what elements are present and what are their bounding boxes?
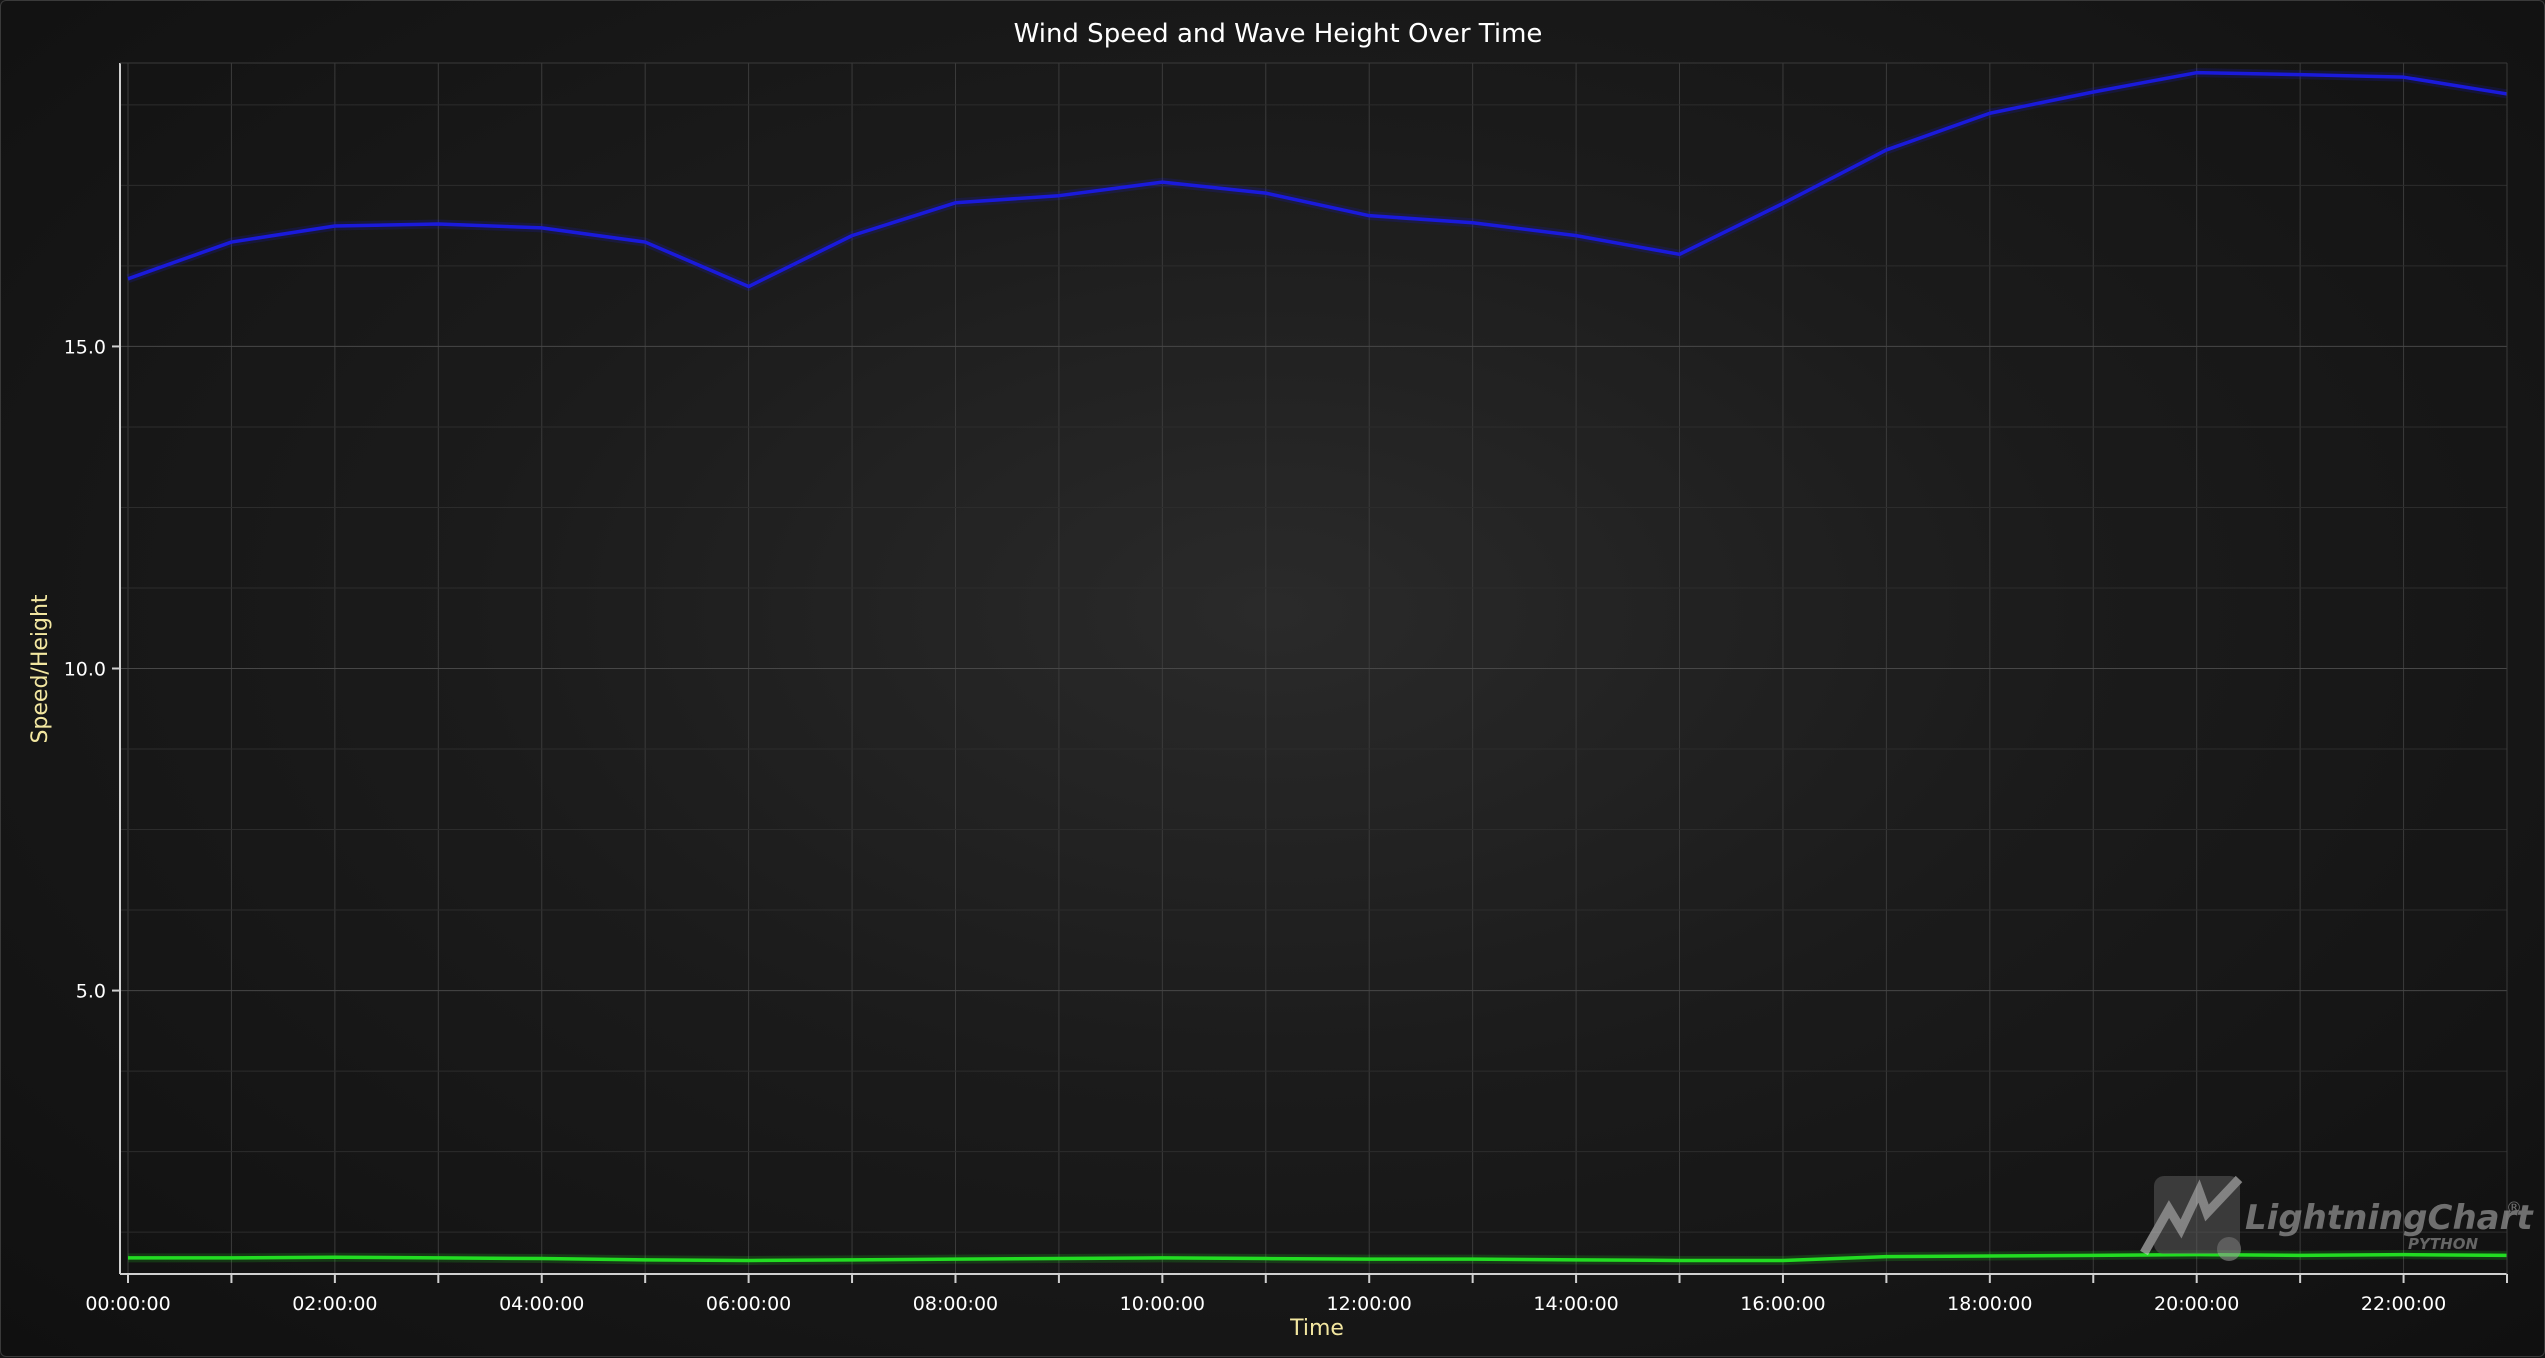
x-tick-label: 08:00:00	[913, 1293, 998, 1315]
series-line-1	[128, 1252, 2508, 1263]
logo-sub: PYTHON	[2408, 1235, 2478, 1253]
python-dot-icon	[2217, 1237, 2241, 1261]
x-tick-label: 02:00:00	[292, 1293, 377, 1315]
chart-title: Wind Speed and Wave Height Over Time	[1014, 19, 1543, 49]
x-tick-label: 20:00:00	[2154, 1293, 2239, 1315]
y-tick-label: 10.0	[64, 659, 106, 681]
y-tick-label: 15.0	[64, 336, 106, 358]
grid	[120, 63, 2508, 1274]
lightning-bolt-icon	[2140, 1175, 2243, 1256]
x-tick-label: 04:00:00	[499, 1293, 584, 1315]
x-tick-label: 14:00:00	[1533, 1293, 1618, 1315]
lightningchart-logo: LightningChart ® PYTHON	[2140, 1175, 2534, 1261]
y-tick-label: 5.0	[76, 981, 106, 1003]
x-tick-label: 12:00:00	[1327, 1293, 1412, 1315]
x-tick-label: 00:00:00	[85, 1293, 170, 1315]
axes: 5.0 10.0 15.0 00:00:00 02:00:00 04:00:00 06:00…	[64, 62, 2508, 1315]
x-tick-label: 22:00:00	[2361, 1293, 2446, 1315]
x-tick-label: 16:00:00	[1740, 1293, 1825, 1315]
x-axis-title: Time	[1289, 1316, 1344, 1341]
series-line-0	[127, 70, 2508, 289]
logo-brand: LightningChart	[2245, 1198, 2534, 1238]
x-tick-label: 10:00:00	[1120, 1293, 1205, 1315]
x-tick-label: 06:00:00	[706, 1293, 791, 1315]
x-tick-label: 18:00:00	[1947, 1293, 2032, 1315]
y-axis-title: Speed/Height	[28, 594, 53, 743]
series-layer	[126, 68, 2508, 1265]
logo-registered-mark: ®	[2506, 1198, 2522, 1217]
